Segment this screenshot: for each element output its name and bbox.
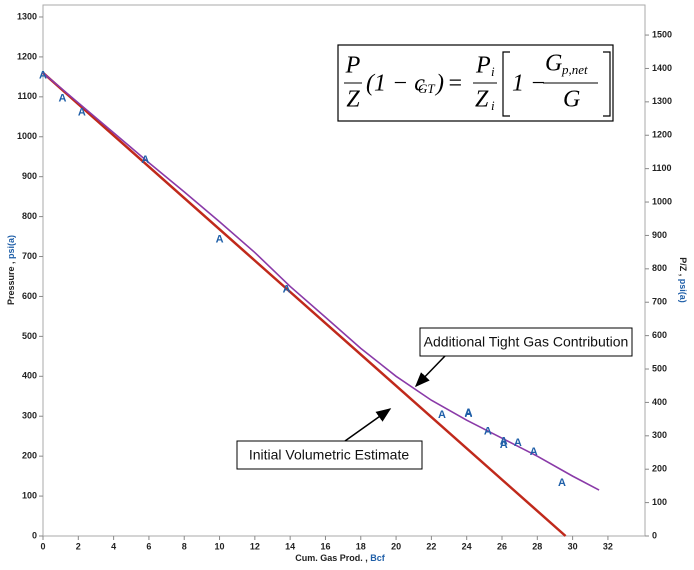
x-axis-title: Cum. Gas Prod. , Bcf <box>295 553 386 563</box>
data-point: A <box>464 407 472 419</box>
y2-tick-label: 1400 <box>652 63 672 73</box>
x-tick-label: 20 <box>391 541 401 551</box>
y-axis-title: Pressure , psi(a) <box>6 235 16 305</box>
eq-one: 1 − <box>512 71 546 97</box>
y-tick-label: 1100 <box>17 91 37 101</box>
eq-pi: P <box>475 53 491 79</box>
x-tick-label: 2 <box>76 541 81 551</box>
y2-tick-label: 1000 <box>652 196 672 206</box>
eq-zi-sub: i <box>491 98 495 113</box>
y2-tick-label: 800 <box>652 263 667 273</box>
x-tick-label: 4 <box>111 541 116 551</box>
equation-box: P Z (1 − c GT ) = P i Z i 1 − G p,net G <box>337 44 614 122</box>
x-label: Cum. Gas Prod. , <box>295 553 370 563</box>
x-tick-label: 6 <box>146 541 151 551</box>
eq-close: ) <box>434 71 444 97</box>
y-tick-label: 600 <box>22 291 37 301</box>
annotation: Additional Tight Gas Contribution <box>424 334 629 350</box>
x-tick-label: 32 <box>603 541 613 551</box>
eq-brackets <box>502 51 611 117</box>
eq-pi-sub: i <box>491 64 495 79</box>
x-tick-label: 22 <box>426 541 436 551</box>
data-point: A <box>500 439 508 451</box>
data-point: A <box>500 436 508 448</box>
y2-axis-title: P/Z , psi(a) <box>678 257 688 303</box>
y2-unit: psi(a) <box>678 279 688 303</box>
x-tick-label: 10 <box>215 541 225 551</box>
eq-factor: (1 − c <box>366 71 425 97</box>
x-tick-label: 0 <box>40 541 45 551</box>
eq-gden: G <box>563 87 580 113</box>
data-point: A <box>283 284 291 296</box>
x-tick-label: 18 <box>356 541 366 551</box>
y2-tick-label: 900 <box>652 230 667 240</box>
y-tick-label: 200 <box>22 451 37 461</box>
data-point: A <box>530 446 538 458</box>
y-tick-label: 1000 <box>17 131 37 141</box>
y2-label: P/Z , <box>678 257 688 279</box>
eq-zi: Z <box>475 87 489 113</box>
y-tick-label: 400 <box>22 371 37 381</box>
data-point: A <box>39 70 47 82</box>
y-label: Pressure , <box>6 259 16 305</box>
eq-p: P <box>345 53 361 79</box>
y-tick-label: 500 <box>22 331 37 341</box>
x-tick-label: 8 <box>182 541 187 551</box>
y2-tick-label: 500 <box>652 363 667 373</box>
data-point: A <box>484 426 492 438</box>
x-tick-label: 28 <box>532 541 542 551</box>
y2-tick-label: 200 <box>652 464 667 474</box>
eq-factor-sub: GT <box>418 81 435 96</box>
y2-tick-label: 300 <box>652 430 667 440</box>
y-tick-label: 0 <box>32 530 37 540</box>
data-point: A <box>58 93 66 105</box>
y2-tick-label: 400 <box>652 397 667 407</box>
y2-tick-label: 1500 <box>652 29 672 39</box>
x-tick-label: 12 <box>250 541 260 551</box>
y2-tick-label: 600 <box>652 330 667 340</box>
y-unit: psi(a) <box>6 235 16 259</box>
data-point: A <box>216 234 224 246</box>
plot-frame <box>42 4 646 537</box>
y2-tick-label: 1100 <box>652 163 672 173</box>
eq-equals: = <box>447 71 463 97</box>
data-line <box>42 71 567 537</box>
annotation: Initial Volumetric Estimate <box>249 447 409 463</box>
annotation-box <box>419 327 633 357</box>
y2-tick-label: 0 <box>652 530 657 540</box>
annotation-box <box>236 440 423 470</box>
x-tick-label: 26 <box>497 541 507 551</box>
x-tick-label: 30 <box>568 541 578 551</box>
y2-tick-label: 100 <box>652 497 667 507</box>
y2-tick-label: 1200 <box>652 130 672 140</box>
annotation-arrow <box>344 408 392 442</box>
y-tick-label: 300 <box>22 411 37 421</box>
eq-z: Z <box>346 87 360 113</box>
annotation-arrow <box>414 355 446 388</box>
data-point: A <box>514 437 522 449</box>
data-point: A <box>78 107 86 119</box>
y2-tick-label: 700 <box>652 297 667 307</box>
eq-g-sub: p,net <box>561 62 588 77</box>
y-tick-label: 700 <box>22 251 37 261</box>
data-point: A <box>558 477 566 489</box>
y-tick-label: 900 <box>22 171 37 181</box>
y-tick-label: 1200 <box>17 51 37 61</box>
x-tick-label: 24 <box>462 541 472 551</box>
data-point: A <box>438 409 446 421</box>
data-point: A <box>464 408 472 420</box>
data-point: A <box>141 154 149 166</box>
eq-g: G <box>545 51 562 77</box>
x-tick-label: 14 <box>285 541 295 551</box>
data-line <box>42 72 600 491</box>
y2-tick-label: 1300 <box>652 96 672 106</box>
y-tick-label: 1300 <box>17 11 37 21</box>
x-tick-label: 16 <box>320 541 330 551</box>
y-tick-label: 100 <box>22 490 37 500</box>
x-unit: Bcf <box>370 553 386 563</box>
y-tick-label: 800 <box>22 211 37 221</box>
